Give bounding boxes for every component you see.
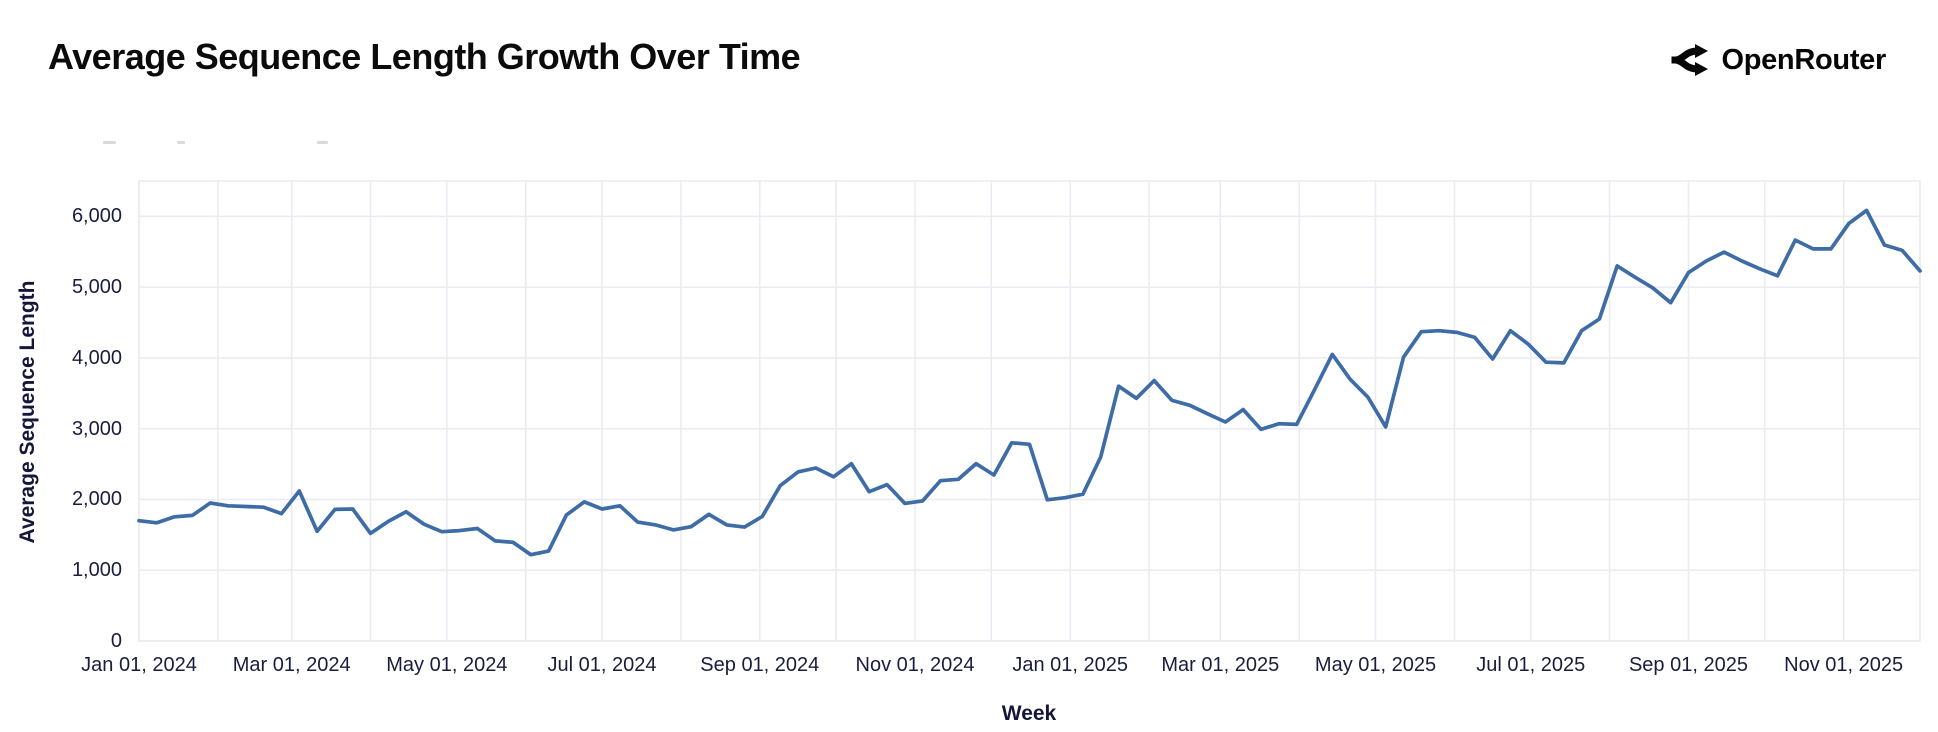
x-tick-label: Nov 01, 2025 [1784,654,1904,676]
legend-dash [317,141,328,144]
x-tick-label: Jul 01, 2025 [1476,654,1586,676]
plot-border [138,180,1921,642]
y-tick-label: 6,000 [71,205,122,228]
x-tick-label: Mar 01, 2025 [1161,654,1280,676]
x-tick-label: Nov 01, 2024 [855,654,975,676]
x-tick-label: Jan 01, 2025 [1012,654,1129,676]
y-tick-label: 2,000 [71,488,122,511]
x-tick-label: May 01, 2024 [386,654,508,676]
chart-title: Average Sequence Length Growth Over Time [48,36,801,77]
y-tick-label: 4,000 [71,346,122,369]
series-line [137,208,1922,557]
openrouter-icon [1671,42,1709,78]
x-tick-label: Jan 01, 2024 [81,654,197,676]
y-tick-label: 0 [110,630,122,652]
openrouter-wordmark: OpenRouter [1721,43,1886,76]
x-tick-label: Mar 01, 2024 [232,654,351,676]
openrouter-logo: OpenRouter [1671,40,1886,80]
x-tick-label: Sep 01, 2024 [700,654,820,676]
x-tick-label: Sep 01, 2025 [1628,654,1748,676]
legend-dash [177,141,185,144]
x-tick-label: May 01, 2025 [1314,654,1437,676]
y-tick-label: 3,000 [71,417,122,440]
x-tick-label: Jul 01, 2024 [547,654,657,676]
y-tick-label: 1,000 [71,559,122,582]
x-axis-title: Week [1001,702,1057,725]
gridlines [138,181,1921,642]
legend-dash [103,141,116,144]
y-tick-label: 5,000 [71,276,122,299]
